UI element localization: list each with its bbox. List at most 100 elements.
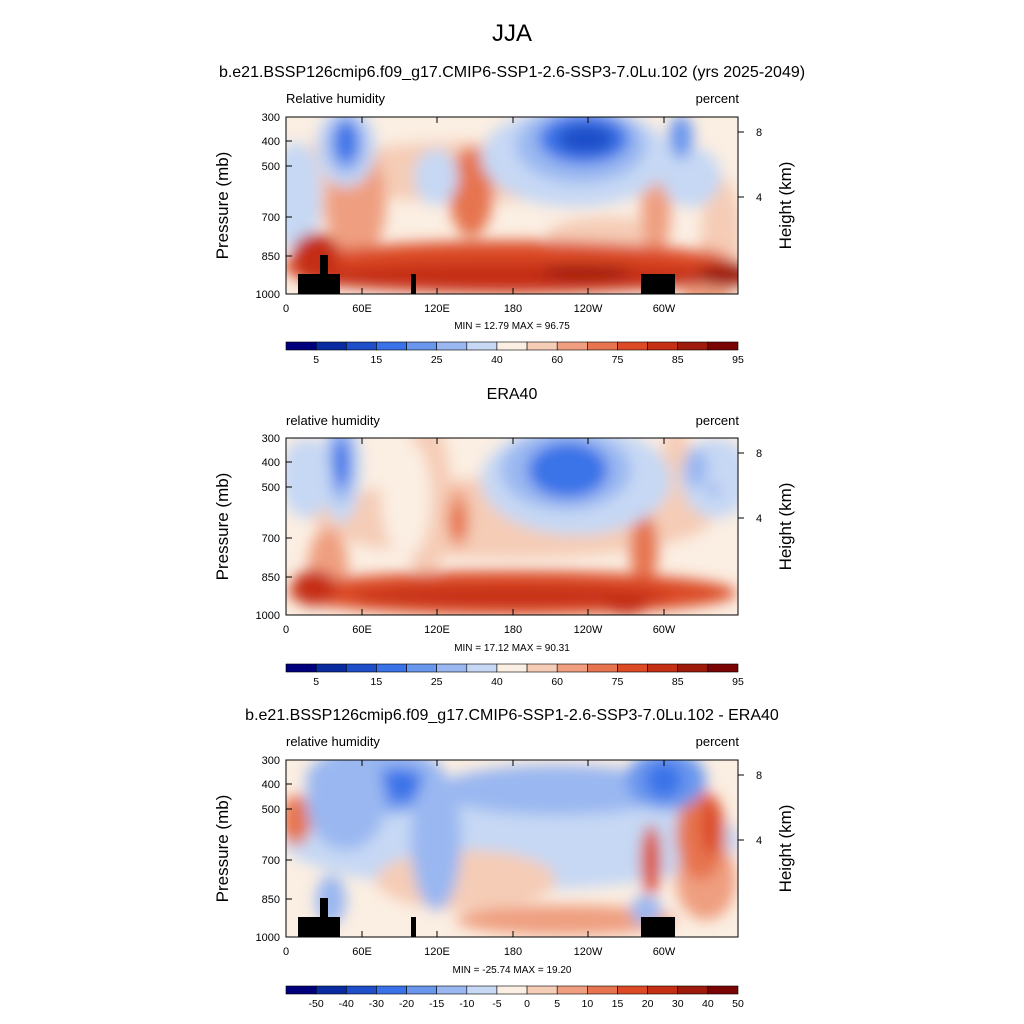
colorbar-swatch: [466, 341, 498, 351]
contour-region: [669, 117, 693, 159]
contour-region: [286, 438, 331, 518]
contour-region: [286, 795, 311, 845]
contour-region: [661, 147, 721, 207]
longitude-tick-label: 120E: [424, 946, 450, 958]
longitude-tick-label: 60W: [653, 946, 676, 958]
colorbar-swatch: [345, 663, 377, 673]
land-mask: [320, 255, 328, 294]
land-mask: [411, 917, 416, 937]
land-mask: [298, 917, 326, 937]
pressure-tick-label: 400: [262, 779, 280, 791]
colorbar-swatch: [647, 663, 679, 673]
colorbar-label: 10: [581, 998, 593, 1010]
contour-region: [684, 448, 708, 488]
pressure-axis-label: Pressure (mb): [213, 152, 232, 260]
contour-region: [381, 438, 431, 558]
colorbar-swatch: [677, 341, 709, 351]
pressure-tick-label: 500: [262, 804, 280, 816]
colorbar-swatch: [587, 341, 618, 351]
colorbar-label: 5: [313, 354, 319, 366]
colorbar-label: 85: [672, 354, 684, 366]
pressure-tick-label: 850: [262, 251, 280, 263]
colorbar-label: -10: [459, 998, 474, 1010]
colorbar-swatch: [647, 985, 679, 995]
height-axis-label: Height (km): [776, 162, 795, 250]
contour-region: [361, 590, 451, 602]
contour-region: [449, 147, 493, 237]
colorbar-swatch: [285, 985, 317, 995]
pressure-tick-label: 300: [262, 433, 280, 445]
colorbar-label: 40: [491, 676, 503, 688]
colorbar-label: 15: [612, 998, 624, 1010]
colorbar-swatch: [285, 663, 317, 673]
contour-region: [646, 762, 682, 798]
colorbar-label: 60: [551, 676, 563, 688]
contour-region: [630, 513, 658, 583]
longitude-tick-label: 180: [504, 946, 522, 958]
land-mask: [298, 274, 326, 294]
colorbar-swatch: [436, 663, 468, 673]
panel1-units-label: percent: [695, 91, 739, 106]
contour-region: [641, 825, 661, 895]
pressure-tick-label: 1000: [256, 610, 280, 622]
panel2-field: [286, 438, 738, 615]
colorbar-label: 60: [551, 354, 563, 366]
longitude-tick-label: 120E: [424, 303, 450, 315]
colorbar-label: -40: [339, 998, 354, 1010]
longitude-tick-label: 60E: [352, 946, 372, 958]
panel2-title: ERA40: [486, 386, 538, 403]
land-mask: [328, 274, 340, 294]
pressure-tick-label: 700: [262, 533, 280, 545]
colorbar-swatch: [315, 985, 347, 995]
colorbar-label: 25: [431, 354, 443, 366]
colorbar-label: 15: [371, 354, 383, 366]
contour-region: [292, 233, 340, 277]
colorbar-swatch: [647, 341, 679, 351]
panel1-colorbar: 5 15 25 40 60 75 85 95: [285, 341, 744, 366]
longitude-tick-label: 0: [283, 946, 289, 958]
colorbar-label: 95: [732, 354, 744, 366]
land-mask: [641, 274, 675, 294]
contour-region: [661, 438, 691, 538]
panel3-units-label: percent: [695, 734, 739, 749]
colorbar-label: 30: [672, 998, 684, 1010]
panel2-variable-label: relative humidity: [286, 413, 380, 428]
longitude-tick-label: 120E: [424, 624, 450, 636]
pressure-tick-label: 300: [262, 755, 280, 767]
longitude-tick-label: 60W: [653, 624, 676, 636]
longitude-tick-label: 60E: [352, 303, 372, 315]
contour-region: [604, 597, 648, 615]
longitude-tick-label: 0: [283, 624, 289, 636]
contour-region: [541, 265, 631, 279]
contour-region: [352, 586, 672, 606]
colorbar-swatch: [556, 663, 588, 673]
panel3-colorbar: -50 -40 -30 -20 -15 -10 -5 0 5 10 15 20 30 40 50: [285, 985, 744, 1010]
contour-region: [450, 504, 466, 540]
pressure-tick-label: 700: [262, 212, 280, 224]
colorbar-swatch: [617, 985, 648, 995]
colorbar-swatch: [345, 341, 377, 351]
colorbar-swatch: [496, 985, 528, 995]
height-tick-label: 4: [756, 513, 762, 525]
colorbar-label: 5: [313, 676, 319, 688]
colorbar-label: 20: [642, 998, 654, 1010]
colorbar-swatch: [556, 985, 588, 995]
colorbar-swatch: [466, 985, 498, 995]
colorbar-label: 40: [491, 354, 503, 366]
colorbar-swatch: [496, 341, 528, 351]
colorbar-swatch: [526, 985, 558, 995]
height-axis-label: Height (km): [776, 483, 795, 571]
height-tick-label: 8: [756, 127, 762, 139]
colorbar-label: 15: [371, 676, 383, 688]
pressure-tick-label: 500: [262, 161, 280, 173]
longitude-tick-label: 180: [504, 303, 522, 315]
colorbar-swatch: [677, 663, 709, 673]
panel1-variable-label: Relative humidity: [286, 91, 385, 106]
colorbar-swatch: [406, 341, 437, 351]
height-tick-label: 8: [756, 770, 762, 782]
colorbar-swatch: [526, 663, 558, 673]
pressure-tick-label: 850: [262, 894, 280, 906]
land-mask: [320, 898, 328, 937]
